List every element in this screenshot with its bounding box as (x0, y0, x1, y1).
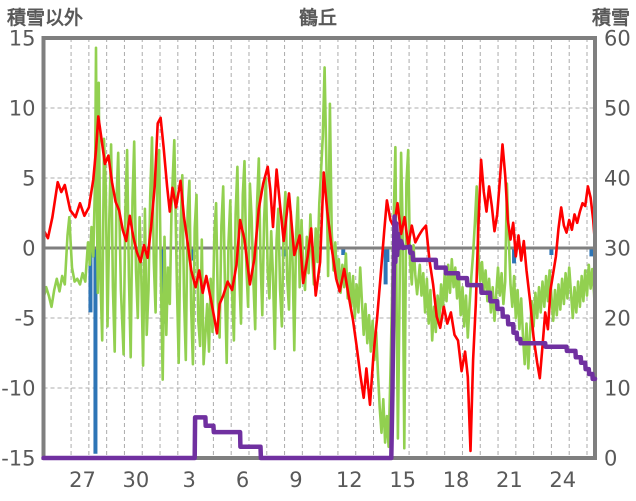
left-axis-tick-label: 0 (22, 237, 35, 261)
x-axis-tick-label: 30 (122, 468, 149, 492)
chart-title: 鶴丘 (299, 6, 337, 29)
right-axis-title: 積雪 (592, 6, 630, 29)
right-axis-tick-label: 20 (604, 307, 631, 331)
red-line (42, 115, 597, 453)
right-axis-tick-label: 40 (604, 167, 631, 191)
left-axis-tick-label: -15 (1, 447, 35, 471)
x-axis-tick-label: 3 (183, 468, 196, 492)
x-axis-tick-label: 6 (236, 468, 249, 492)
x-axis-tick-label: 9 (289, 468, 302, 492)
grid-layer (43, 38, 595, 458)
left-axis-tick-label: 5 (22, 167, 35, 191)
x-axis-tick-label: 21 (496, 468, 523, 492)
left-axis-tick-label: 15 (9, 27, 36, 51)
series-layer (42, 46, 597, 454)
left-axis-tick-label: -10 (1, 377, 35, 401)
left-axis-tick-label: -5 (15, 307, 36, 331)
right-axis-tick-label: 60 (604, 27, 631, 51)
snow-depth-line (41, 214, 598, 461)
right-axis-tick-label: 0 (604, 447, 617, 471)
x-axis-tick-label: 18 (443, 468, 470, 492)
right-axis-tick-label: 50 (604, 97, 631, 121)
x-axis-tick-label: 15 (389, 468, 416, 492)
x-axis-tick-label: 27 (69, 468, 96, 492)
x-axis-tick-label: 24 (549, 468, 576, 492)
left-axis-tick-label: 10 (9, 97, 36, 121)
plot-frame-layer (41, 36, 598, 461)
right-axis-tick-label: 10 (604, 377, 631, 401)
right-axis-tick-label: 30 (604, 237, 631, 261)
left-axis-title: 積雪以外 (7, 6, 83, 29)
x-axis-tick-label: 12 (336, 468, 363, 492)
